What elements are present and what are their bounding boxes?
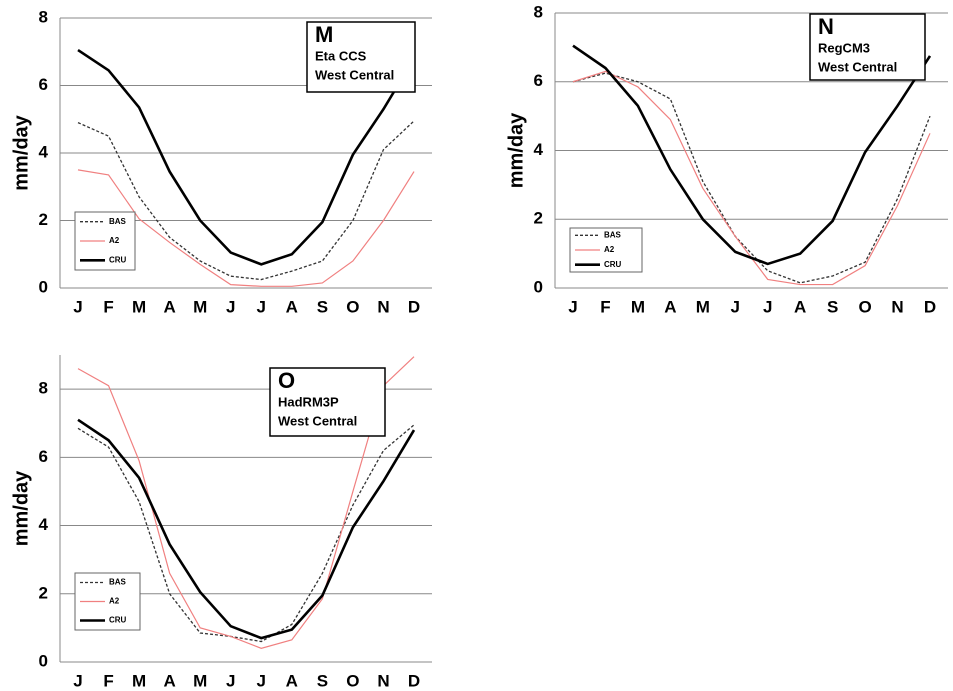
region-label: West Central — [278, 413, 357, 428]
x-tick-label: N — [377, 671, 389, 690]
x-tick-label: F — [103, 671, 113, 690]
y-tick-label: 8 — [534, 2, 543, 21]
x-tick-label: J — [257, 671, 266, 690]
legend-label: BAS — [109, 217, 127, 226]
x-tick-label: A — [286, 297, 298, 316]
x-tick-label: M — [696, 297, 710, 316]
y-tick-label: 0 — [534, 277, 543, 296]
y-tick-label: 2 — [534, 209, 543, 228]
x-tick-label: O — [858, 297, 871, 316]
region-label: West Central — [315, 67, 394, 82]
x-tick-label: A — [163, 297, 175, 316]
x-tick-label: F — [600, 297, 610, 316]
x-tick-label: D — [924, 297, 936, 316]
series-line — [77, 418, 416, 640]
x-tick-label: J — [226, 671, 235, 690]
x-tick-label: J — [226, 297, 235, 316]
x-tick-label: J — [731, 297, 740, 316]
x-tick-label: M — [631, 297, 645, 316]
legend-label: BAS — [604, 230, 622, 239]
x-tick-label: J — [73, 671, 82, 690]
series-line — [77, 424, 415, 643]
y-tick-label: 2 — [39, 583, 48, 602]
x-tick-label: J — [568, 297, 577, 316]
x-tick-label: M — [132, 671, 146, 690]
y-tick-label: 4 — [534, 140, 544, 159]
x-tick-label: M — [193, 671, 207, 690]
y-axis-label: mm/day — [10, 470, 32, 546]
x-tick-label: A — [163, 671, 175, 690]
region-label: West Central — [818, 59, 897, 74]
y-tick-label: 8 — [39, 7, 48, 26]
y-tick-label: 2 — [39, 210, 48, 229]
model-label: RegCM3 — [818, 40, 870, 55]
series-line — [572, 72, 931, 284]
x-tick-label: D — [408, 671, 420, 690]
legend-label: CRU — [109, 616, 127, 625]
legend-label: A2 — [109, 597, 120, 606]
series-line — [77, 120, 415, 281]
y-tick-label: 4 — [39, 142, 49, 161]
y-axis-label: mm/day — [10, 114, 32, 190]
model-label: Eta CCS — [315, 48, 367, 63]
annotation-box — [809, 13, 926, 81]
y-axis-label: mm/day — [505, 112, 527, 188]
panel-label: N — [818, 14, 834, 39]
y-tick-label: 0 — [39, 651, 48, 670]
x-tick-label: M — [132, 297, 146, 316]
x-tick-label: S — [317, 671, 328, 690]
legend-label: A2 — [109, 236, 120, 245]
x-tick-label: J — [73, 297, 82, 316]
x-tick-label: O — [346, 297, 359, 316]
model-label: HadRM3P — [278, 394, 339, 409]
x-tick-label: A — [794, 297, 806, 316]
legend-label: CRU — [604, 260, 622, 269]
panel-label: M — [315, 22, 333, 47]
x-tick-label: M — [193, 297, 207, 316]
y-tick-label: 0 — [39, 277, 48, 296]
x-tick-label: S — [317, 297, 328, 316]
y-tick-label: 6 — [534, 71, 543, 90]
series-line — [77, 48, 416, 266]
x-tick-label: F — [103, 297, 113, 316]
series-line — [572, 44, 932, 266]
annotation-box — [269, 367, 386, 437]
x-tick-label: N — [891, 297, 903, 316]
annotation-box — [306, 21, 416, 93]
x-tick-label: O — [346, 671, 359, 690]
y-tick-label: 6 — [39, 447, 48, 466]
y-tick-label: 4 — [39, 515, 49, 534]
x-tick-label: N — [377, 297, 389, 316]
x-tick-label: J — [763, 297, 772, 316]
panel-label: O — [278, 368, 295, 393]
y-tick-label: 6 — [39, 75, 48, 94]
legend-label: CRU — [109, 255, 127, 264]
x-tick-label: S — [827, 297, 838, 316]
x-tick-label: D — [408, 297, 420, 316]
x-tick-label: A — [664, 297, 676, 316]
legend-label: A2 — [604, 245, 615, 254]
y-tick-label: 8 — [39, 379, 48, 398]
series-line — [77, 356, 415, 649]
x-tick-label: A — [286, 671, 298, 690]
x-tick-label: J — [257, 297, 266, 316]
legend-label: BAS — [109, 578, 127, 587]
